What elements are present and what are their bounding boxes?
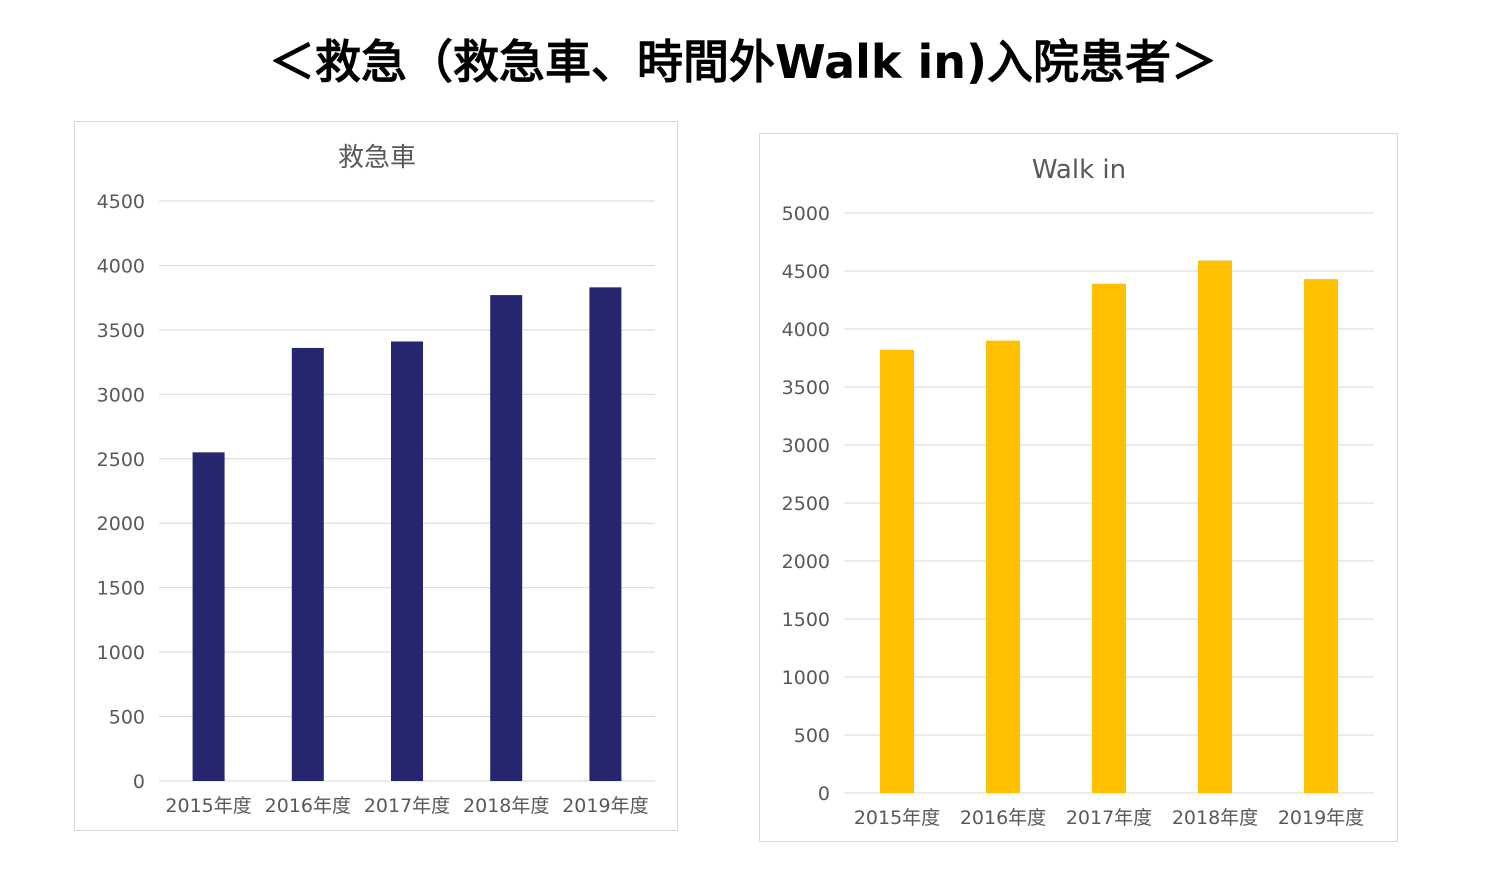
walk-in-y-tick-label: 2000 — [782, 551, 830, 573]
ambulance-bar-0 — [192, 452, 225, 781]
walk-in-chart-title: Walk in — [1032, 155, 1126, 185]
walk-in-y-tick-label: 0 — [818, 783, 830, 805]
ambulance-y-tick-label: 4500 — [97, 191, 145, 213]
walk-in-y-tick-label: 4500 — [782, 261, 830, 283]
walk-in-chart-panel: Walk in 0 500 1000 1500 2000 2500 3000 3500 4000 4… — [759, 133, 1398, 842]
ambulance-y-tick-label: 500 — [109, 707, 145, 729]
walk-in-bar-3 — [1198, 260, 1232, 793]
ambulance-y-tick-label: 2500 — [97, 449, 145, 471]
walk-in-y-tick-label: 3500 — [782, 377, 830, 399]
ambulance-bar-4 — [589, 287, 622, 781]
ambulance-y-tick-label: 1500 — [97, 578, 145, 600]
walk-in-y-tick-label: 4000 — [782, 319, 830, 341]
walk-in-y-tick-label: 5000 — [782, 203, 830, 225]
walk-in-x-tick-label: 2015年度 — [854, 807, 940, 829]
walk-in-x-tick-label: 2018年度 — [1172, 807, 1258, 829]
ambulance-y-tick-label: 1000 — [97, 642, 145, 664]
walk-in-y-tick-label: 500 — [794, 725, 830, 747]
ambulance-chart: 救急車 0 500 1000 1500 2000 2500 3000 3500 4000 4500 2… — [97, 143, 655, 817]
ambulance-chart-panel: 救急車 0 500 1000 1500 2000 2500 3000 3500 4000 4500 2… — [74, 121, 678, 831]
walk-in-bar-1 — [986, 340, 1020, 793]
ambulance-y-tick-label: 4000 — [97, 255, 145, 277]
ambulance-y-tick-label: 0 — [133, 771, 145, 793]
walk-in-y-tick-label: 1000 — [782, 667, 830, 689]
walk-in-chart: Walk in 0 500 1000 1500 2000 2500 3000 3500 4000 4… — [782, 155, 1374, 829]
ambulance-x-tick-label: 2019年度 — [562, 795, 648, 817]
ambulance-bar-3 — [490, 295, 523, 781]
walk-in-x-tick-label: 2019年度 — [1278, 807, 1364, 829]
walk-in-bar-0 — [880, 349, 914, 793]
walk-in-bar-2 — [1092, 283, 1126, 793]
walk-in-bar-4 — [1304, 279, 1338, 793]
ambulance-y-tick-label: 3000 — [97, 384, 145, 406]
ambulance-x-tick-label: 2017年度 — [364, 795, 450, 817]
ambulance-bar-2 — [391, 341, 423, 781]
ambulance-y-tick-label: 2000 — [97, 513, 145, 535]
page-title: ＜救急（救急車、時間外Walk in)入院患者＞ — [268, 35, 1218, 89]
walk-in-y-tick-label: 3000 — [782, 435, 830, 457]
ambulance-chart-title: 救急車 — [338, 143, 416, 173]
walk-in-y-tick-label: 1500 — [782, 609, 830, 631]
ambulance-bar-1 — [291, 347, 324, 781]
ambulance-x-tick-label: 2018年度 — [463, 795, 549, 817]
walk-in-x-tick-label: 2016年度 — [960, 807, 1046, 829]
ambulance-y-tick-label: 3500 — [97, 320, 145, 342]
walk-in-x-tick-label: 2017年度 — [1066, 807, 1152, 829]
ambulance-x-tick-label: 2015年度 — [165, 795, 251, 817]
walk-in-y-tick-label: 2500 — [782, 493, 830, 515]
ambulance-x-tick-label: 2016年度 — [265, 795, 351, 817]
